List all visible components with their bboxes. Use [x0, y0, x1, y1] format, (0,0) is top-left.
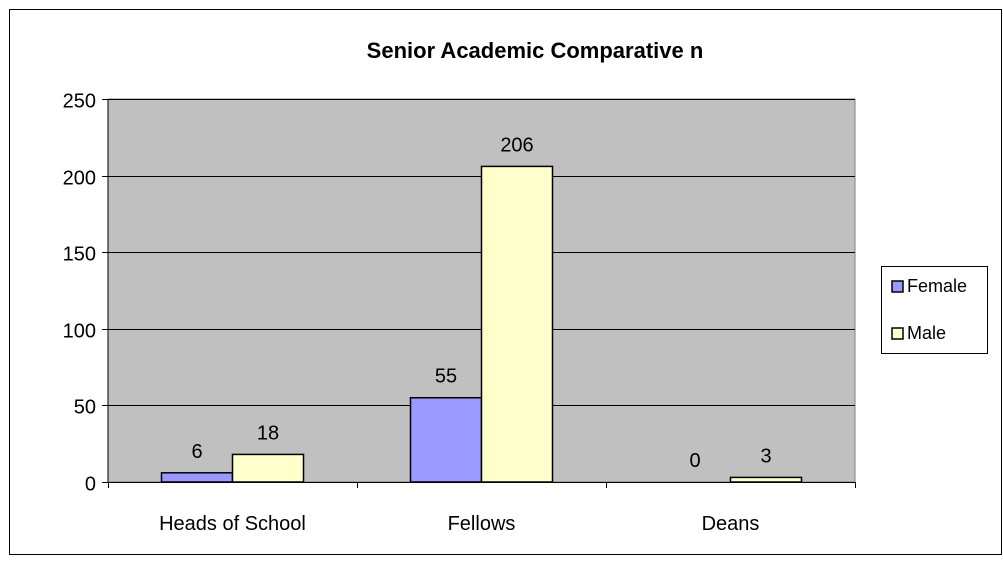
data-label: 55 — [435, 366, 457, 388]
bars — [160, 165, 803, 483]
x-tick-label: Fellows — [448, 513, 516, 535]
y-axis: 0 50 100 150 200 250 — [63, 91, 109, 496]
bar-female — [409, 396, 483, 483]
legend-swatch-female — [891, 280, 904, 293]
data-label: 206 — [500, 134, 533, 156]
data-label: 0 — [689, 450, 700, 472]
y-tick-label: 250 — [63, 91, 96, 113]
legend: Female Male — [881, 266, 988, 354]
legend-label-female: Female — [907, 276, 967, 296]
x-axis: Heads of School Fellows Deans — [108, 482, 856, 535]
legend-swatch-male — [891, 327, 904, 340]
legend-label-male: Male — [907, 323, 946, 343]
y-tick-label: 0 — [85, 474, 96, 496]
bar-male — [729, 476, 803, 483]
y-tick-label: 100 — [63, 321, 96, 343]
bar-male — [231, 453, 305, 483]
bar-male — [480, 165, 554, 483]
chart-title: Senior Academic Comparative n — [367, 38, 704, 63]
data-labels: 6 18 55 206 0 3 — [191, 134, 771, 472]
x-tick-label: Deans — [702, 513, 760, 535]
plot-area: 6 18 55 206 0 3 — [107, 98, 856, 483]
data-label: 6 — [191, 441, 202, 463]
data-label: 18 — [257, 422, 279, 444]
data-label: 3 — [760, 445, 771, 467]
x-tick-label: Heads of School — [159, 513, 306, 535]
y-tick-label: 200 — [63, 168, 96, 190]
y-tick-label: 50 — [74, 397, 96, 419]
bar-female — [160, 472, 234, 483]
y-tick-label: 150 — [63, 244, 96, 266]
